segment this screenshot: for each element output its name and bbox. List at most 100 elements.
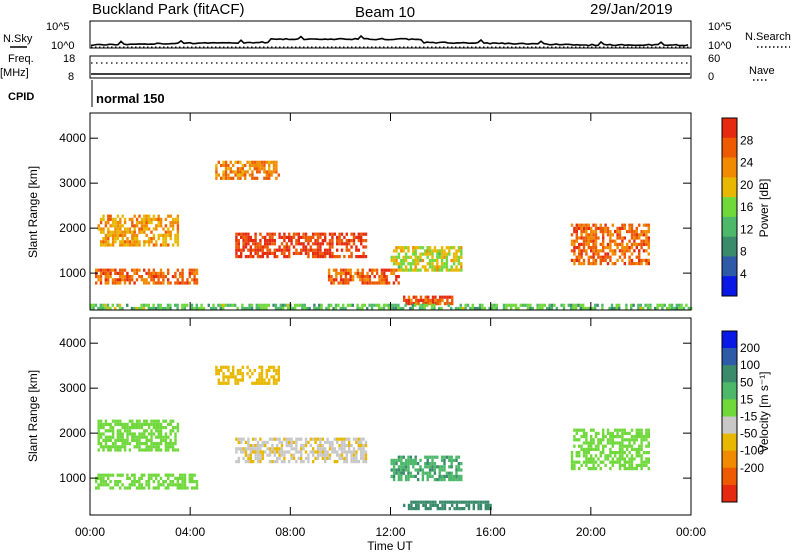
echo-cell xyxy=(445,246,449,250)
echo-cell xyxy=(618,463,622,467)
echo-cell xyxy=(582,258,586,262)
echo-cell xyxy=(140,224,144,228)
echo-cell xyxy=(234,170,237,174)
echo-cell xyxy=(438,249,441,253)
echo-cell xyxy=(116,278,119,282)
echo-cell xyxy=(348,242,351,246)
echo-cell xyxy=(431,265,434,269)
echo-cell xyxy=(268,447,272,451)
echo-cell xyxy=(630,226,634,230)
echo-cell xyxy=(428,455,432,459)
echo-cell xyxy=(169,429,172,433)
echo-cell xyxy=(191,268,194,272)
echo-cell xyxy=(169,442,172,446)
echo-cell xyxy=(409,265,413,269)
echo-cell xyxy=(433,303,436,307)
echo-cell xyxy=(340,444,344,448)
echo-cell xyxy=(451,295,454,299)
echo-cell xyxy=(286,303,290,307)
echo-cell xyxy=(167,230,170,234)
echo-cell xyxy=(412,474,415,478)
echo-cell xyxy=(244,440,248,444)
echo-cell xyxy=(580,233,583,237)
echo-cell xyxy=(164,480,167,484)
echo-cell xyxy=(570,239,574,243)
echo-cell xyxy=(159,217,163,221)
echo-cell xyxy=(259,447,262,451)
echo-cell xyxy=(340,437,344,441)
echo-cell xyxy=(324,248,327,252)
echo-cell xyxy=(95,281,98,285)
echo-cell xyxy=(402,455,405,459)
echo-cell xyxy=(366,306,369,311)
echo-cell xyxy=(457,455,461,459)
echo-cell xyxy=(147,426,151,430)
echo-cell xyxy=(159,243,163,247)
echo-cell xyxy=(246,365,249,369)
echo-cell xyxy=(119,432,122,436)
echo-cell xyxy=(229,176,232,180)
echo-cell xyxy=(429,298,432,302)
echo-cell xyxy=(217,160,220,164)
echo-cell xyxy=(109,480,112,484)
echo-cell xyxy=(431,295,435,299)
echo-cell xyxy=(261,251,264,255)
echo-cell xyxy=(207,303,210,307)
echo-cell xyxy=(278,440,281,444)
echo-cell xyxy=(147,480,151,484)
echo-cell xyxy=(258,306,261,311)
echo-cell xyxy=(424,252,427,256)
echo-cell xyxy=(162,426,165,430)
echo-cell xyxy=(159,306,162,311)
colorbar-tick-label: 24 xyxy=(740,156,754,170)
echo-cell xyxy=(333,232,336,236)
echo-cell xyxy=(599,249,602,253)
echo-cell xyxy=(309,444,312,448)
echo-cell xyxy=(142,303,146,307)
echo-cell xyxy=(638,431,641,435)
echo-cell xyxy=(123,429,127,433)
echo-cell xyxy=(121,214,124,218)
echo-cell xyxy=(256,453,260,457)
echo-cell xyxy=(484,507,487,511)
colorbar-segment xyxy=(722,157,737,178)
echo-cell xyxy=(159,281,163,285)
echo-cell xyxy=(307,248,310,252)
echo-cell xyxy=(135,480,139,484)
echo-cell xyxy=(443,500,447,504)
echo-cell xyxy=(626,230,629,234)
echo-cell xyxy=(591,306,594,311)
echo-cell xyxy=(397,474,401,478)
echo-cell xyxy=(261,444,264,448)
echo-cell xyxy=(599,242,602,246)
echo-cell xyxy=(459,303,462,307)
echo-cell xyxy=(575,236,578,240)
echo-cell xyxy=(190,306,194,311)
echo-cell xyxy=(135,268,139,272)
echo-cell xyxy=(302,242,305,246)
echo-cell xyxy=(436,503,439,507)
echo-cell xyxy=(285,444,288,448)
echo-cell xyxy=(319,437,322,441)
echo-cell xyxy=(332,268,336,272)
echo-cell xyxy=(253,176,256,180)
echo-cell xyxy=(621,236,624,240)
echo-cell xyxy=(212,303,215,307)
echo-cell xyxy=(259,242,262,246)
echo-cell xyxy=(457,478,461,482)
echo-cell xyxy=(193,271,196,275)
echo-cell xyxy=(152,442,156,446)
echo-cell xyxy=(319,235,322,239)
echo-cell xyxy=(256,460,260,464)
echo-cell xyxy=(361,271,364,275)
echo-cell xyxy=(378,281,381,285)
echo-cell xyxy=(575,230,578,234)
echo-cell xyxy=(164,233,168,237)
echo-cell xyxy=(628,255,631,259)
echo-cell xyxy=(131,224,134,228)
echo-cell xyxy=(99,271,103,275)
echo-cell xyxy=(155,275,158,279)
echo-cell xyxy=(392,306,395,311)
echo-cell xyxy=(582,246,586,250)
echo-cell xyxy=(102,268,105,272)
